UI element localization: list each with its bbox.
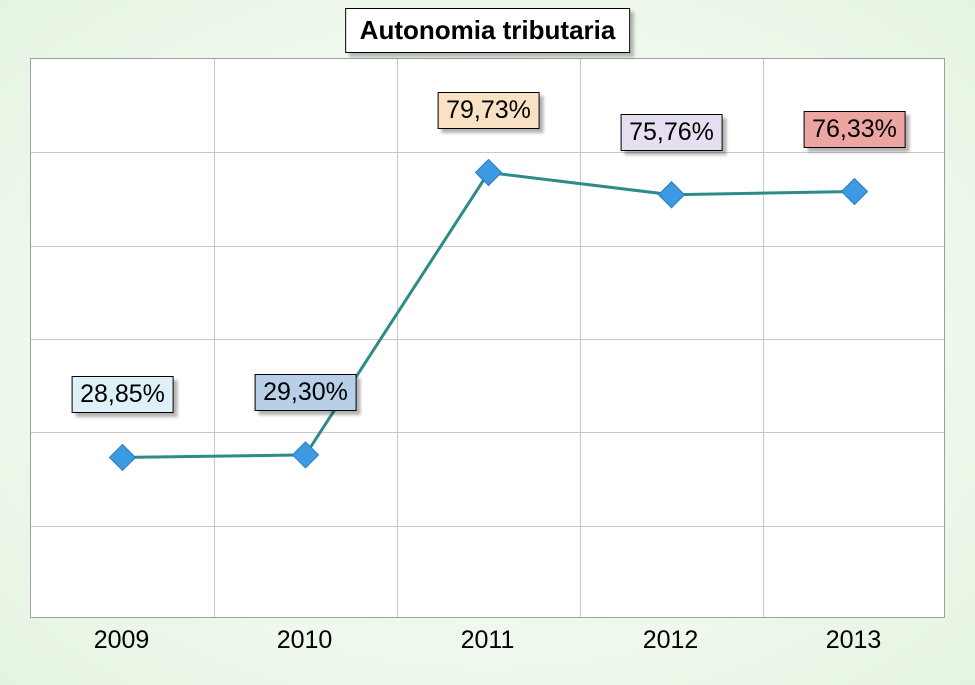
series-line (123, 173, 855, 458)
chart-container: Autonomia tributaria 28,85% 29,30% 79,73% 75… (0, 0, 975, 685)
data-label: 75,76% (620, 114, 723, 151)
x-axis-label: 2013 (826, 626, 882, 655)
data-label: 79,73% (437, 92, 540, 129)
x-axis-label: 2010 (277, 626, 333, 655)
gridline-vertical (397, 59, 398, 617)
data-marker (110, 444, 136, 470)
gridline-horizontal (31, 432, 944, 433)
x-axis-label: 2012 (643, 626, 699, 655)
gridline-vertical (214, 59, 215, 617)
data-label: 28,85% (71, 376, 174, 413)
gridline-horizontal (31, 152, 944, 153)
x-axis-label: 2009 (94, 626, 150, 655)
gridline-vertical (580, 59, 581, 617)
data-marker (659, 182, 685, 208)
gridline-horizontal (31, 526, 944, 527)
plot-area: 28,85% 29,30% 79,73% 75,76% 76,33% (30, 58, 945, 618)
data-marker (476, 160, 502, 186)
chart-title: Autonomia tributaria (345, 8, 631, 53)
gridline-horizontal (31, 246, 944, 247)
data-marker (842, 179, 868, 205)
x-axis-label: 2011 (461, 626, 515, 655)
data-marker (293, 442, 319, 468)
data-label: 29,30% (254, 374, 357, 411)
gridline-horizontal (31, 339, 944, 340)
gridline-vertical (763, 59, 764, 617)
data-label: 76,33% (803, 111, 906, 148)
